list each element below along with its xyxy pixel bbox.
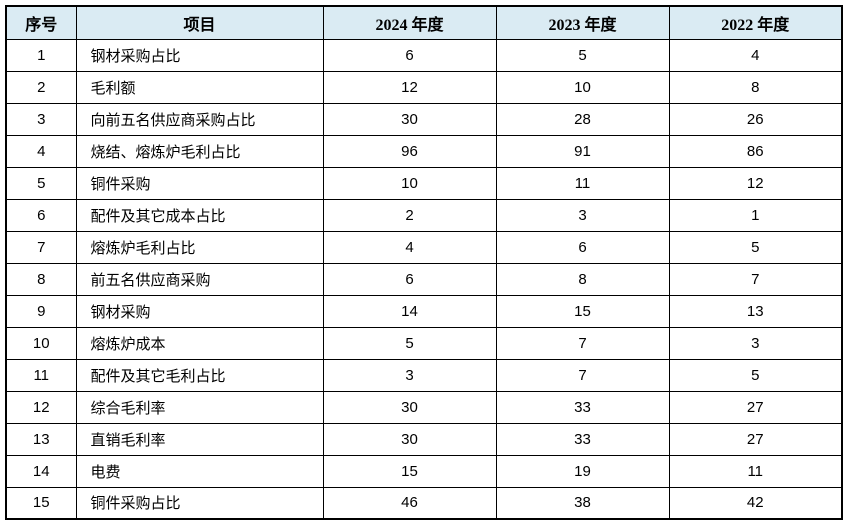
row-number-cell: 3 [5, 102, 77, 136]
table-row: 14 电费 15 19 11 [5, 454, 843, 488]
value-cell-2023: 28 [495, 102, 670, 136]
value-cell-2024: 30 [322, 102, 497, 136]
value-cell-2023: 38 [495, 486, 670, 520]
value-cell-2024: 10 [322, 166, 497, 200]
column-header-row-number: 序号 [5, 5, 77, 40]
row-number-cell: 9 [5, 294, 77, 328]
item-name-cell: 电费 [75, 454, 324, 488]
value-cell-2024: 2 [322, 198, 497, 232]
table-row: 11 配件及其它毛利占比 3 7 5 [5, 358, 843, 392]
value-cell-2022: 1 [668, 198, 843, 232]
item-name-cell: 前五名供应商采购 [75, 262, 324, 296]
value-cell-2023: 19 [495, 454, 670, 488]
item-name-cell: 配件及其它毛利占比 [75, 358, 324, 392]
value-cell-2022: 12 [668, 166, 843, 200]
value-cell-2024: 6 [322, 262, 497, 296]
value-cell-2023: 91 [495, 134, 670, 168]
row-number-cell: 12 [5, 390, 77, 424]
value-cell-2023: 6 [495, 230, 670, 264]
item-name-cell: 烧结、熔炼炉毛利占比 [75, 134, 324, 168]
row-number-cell: 6 [5, 198, 77, 232]
table-row: 3 向前五名供应商采购占比 30 28 26 [5, 102, 843, 136]
row-number-cell: 1 [5, 38, 77, 72]
value-cell-2022: 11 [668, 454, 843, 488]
value-cell-2022: 13 [668, 294, 843, 328]
item-name-cell: 配件及其它成本占比 [75, 198, 324, 232]
value-cell-2024: 46 [322, 486, 497, 520]
value-cell-2023: 11 [495, 166, 670, 200]
value-cell-2022: 27 [668, 390, 843, 424]
value-cell-2022: 27 [668, 422, 843, 456]
table-header-row: 序号 项目 2024 年度 2023 年度 2022 年度 [5, 5, 843, 40]
table-row: 10 熔炼炉成本 5 7 3 [5, 326, 843, 360]
row-number-cell: 2 [5, 70, 77, 104]
table-body: 1 钢材采购占比 6 5 4 2 毛利额 12 10 8 3 向前五名供应商采购占比 30 28 26 4 烧结… [5, 38, 843, 520]
value-cell-2024: 14 [322, 294, 497, 328]
value-cell-2024: 5 [322, 326, 497, 360]
financial-data-table: 序号 项目 2024 年度 2023 年度 2022 年度 1 钢材采购占比 6 5 4… [5, 5, 843, 520]
item-name-cell: 铜件采购 [75, 166, 324, 200]
item-name-cell: 毛利额 [75, 70, 324, 104]
value-cell-2023: 15 [495, 294, 670, 328]
table-row: 7 熔炼炉毛利占比 4 6 5 [5, 230, 843, 264]
table-row: 1 钢材采购占比 6 5 4 [5, 38, 843, 72]
table-row: 12 综合毛利率 30 33 27 [5, 390, 843, 424]
row-number-cell: 14 [5, 454, 77, 488]
item-name-cell: 直销毛利率 [75, 422, 324, 456]
column-header-year-2023: 2023 年度 [495, 5, 670, 40]
item-name-cell: 向前五名供应商采购占比 [75, 102, 324, 136]
value-cell-2022: 4 [668, 38, 843, 72]
value-cell-2022: 5 [668, 358, 843, 392]
value-cell-2023: 33 [495, 390, 670, 424]
row-number-cell: 7 [5, 230, 77, 264]
item-name-cell: 钢材采购占比 [75, 38, 324, 72]
table-row: 5 铜件采购 10 11 12 [5, 166, 843, 200]
value-cell-2023: 7 [495, 326, 670, 360]
row-number-cell: 13 [5, 422, 77, 456]
value-cell-2022: 42 [668, 486, 843, 520]
row-number-cell: 4 [5, 134, 77, 168]
table-row: 6 配件及其它成本占比 2 3 1 [5, 198, 843, 232]
value-cell-2024: 15 [322, 454, 497, 488]
value-cell-2022: 86 [668, 134, 843, 168]
item-name-cell: 钢材采购 [75, 294, 324, 328]
table-row: 13 直销毛利率 30 33 27 [5, 422, 843, 456]
column-header-year-2024: 2024 年度 [322, 5, 497, 40]
item-name-cell: 熔炼炉毛利占比 [75, 230, 324, 264]
table-row: 9 钢材采购 14 15 13 [5, 294, 843, 328]
value-cell-2024: 4 [322, 230, 497, 264]
row-number-cell: 15 [5, 486, 77, 520]
table-row: 8 前五名供应商采购 6 8 7 [5, 262, 843, 296]
value-cell-2023: 3 [495, 198, 670, 232]
item-name-cell: 综合毛利率 [75, 390, 324, 424]
table-row: 2 毛利额 12 10 8 [5, 70, 843, 104]
item-name-cell: 铜件采购占比 [75, 486, 324, 520]
row-number-cell: 10 [5, 326, 77, 360]
column-header-item: 项目 [75, 5, 324, 40]
value-cell-2022: 26 [668, 102, 843, 136]
value-cell-2024: 96 [322, 134, 497, 168]
value-cell-2024: 6 [322, 38, 497, 72]
item-name-cell: 熔炼炉成本 [75, 326, 324, 360]
value-cell-2023: 10 [495, 70, 670, 104]
value-cell-2022: 5 [668, 230, 843, 264]
row-number-cell: 5 [5, 166, 77, 200]
row-number-cell: 8 [5, 262, 77, 296]
table-row: 15 铜件采购占比 46 38 42 [5, 486, 843, 520]
column-header-year-2022: 2022 年度 [668, 5, 843, 40]
value-cell-2022: 7 [668, 262, 843, 296]
value-cell-2022: 8 [668, 70, 843, 104]
table-row: 4 烧结、熔炼炉毛利占比 96 91 86 [5, 134, 843, 168]
value-cell-2023: 7 [495, 358, 670, 392]
value-cell-2023: 5 [495, 38, 670, 72]
value-cell-2022: 3 [668, 326, 843, 360]
value-cell-2023: 8 [495, 262, 670, 296]
value-cell-2023: 33 [495, 422, 670, 456]
value-cell-2024: 3 [322, 358, 497, 392]
row-number-cell: 11 [5, 358, 77, 392]
value-cell-2024: 30 [322, 422, 497, 456]
value-cell-2024: 30 [322, 390, 497, 424]
value-cell-2024: 12 [322, 70, 497, 104]
